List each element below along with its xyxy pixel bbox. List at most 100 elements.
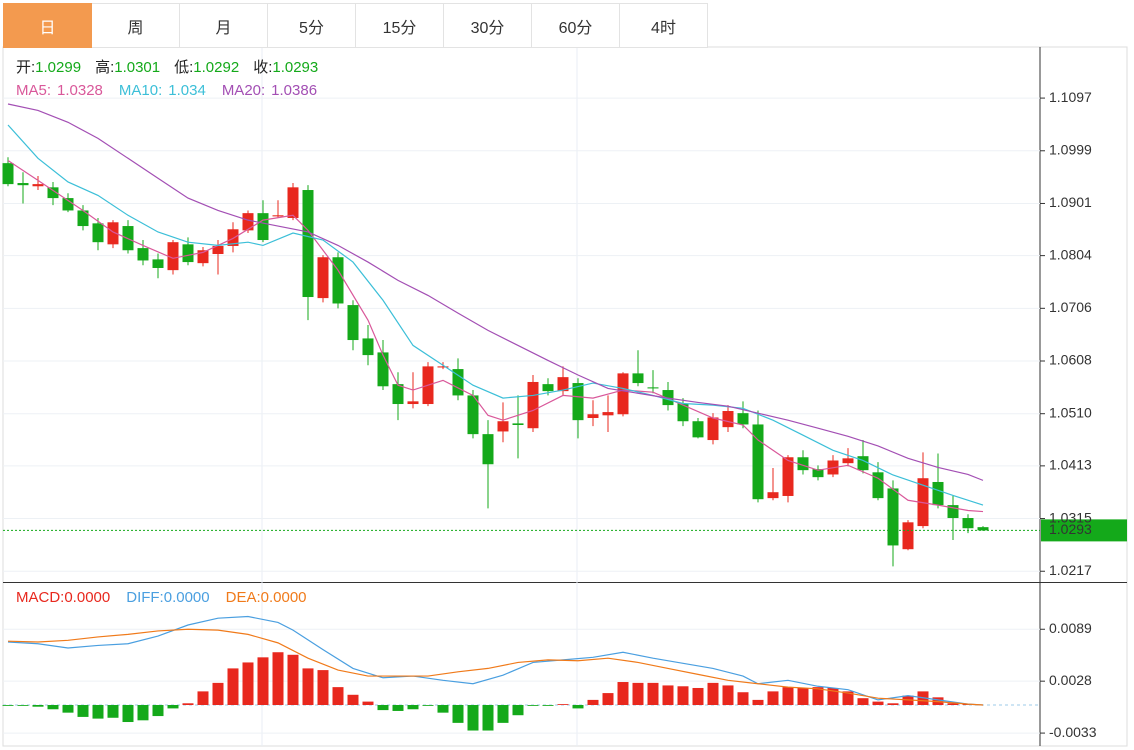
macd-bar bbox=[137, 705, 149, 721]
macd-bar bbox=[422, 705, 434, 706]
legend-label: MA5: bbox=[16, 82, 51, 99]
candle-body bbox=[797, 457, 809, 471]
candle-body bbox=[287, 187, 299, 218]
macd-bar bbox=[887, 703, 899, 705]
macd-bar bbox=[587, 699, 599, 705]
macd-bar bbox=[542, 705, 554, 706]
macd-bar bbox=[842, 691, 854, 705]
y-tick-label: 1.0706 bbox=[1049, 299, 1092, 315]
ma-line bbox=[7, 103, 984, 481]
candle-body bbox=[257, 213, 269, 241]
ma-line bbox=[7, 124, 984, 506]
candle-body bbox=[32, 184, 44, 187]
macd-bar bbox=[692, 687, 704, 705]
candle-body bbox=[977, 527, 989, 531]
period-tab[interactable]: 15分 bbox=[356, 3, 444, 48]
macd-bar bbox=[647, 682, 659, 705]
legend-label: MACD: bbox=[16, 589, 64, 606]
y-tick-label: 1.0413 bbox=[1049, 457, 1092, 473]
y-tick-label: 0.0089 bbox=[1049, 620, 1092, 636]
macd-bar bbox=[797, 687, 809, 705]
period-tab[interactable]: 4时 bbox=[620, 3, 708, 48]
period-tab[interactable]: 周 bbox=[92, 3, 180, 48]
grid bbox=[3, 97, 1045, 734]
last-price-label: 1.0293 bbox=[1049, 521, 1092, 537]
macd-line bbox=[7, 615, 984, 706]
candle-body bbox=[782, 457, 794, 496]
candle-body bbox=[152, 259, 164, 268]
macd-line bbox=[7, 628, 984, 706]
macd-bar bbox=[32, 705, 44, 707]
y-tick-label: 1.0804 bbox=[1049, 246, 1092, 262]
macd-bar bbox=[527, 705, 539, 706]
legend-value: 0.0000 bbox=[164, 589, 210, 606]
candle-body bbox=[482, 434, 494, 465]
macd-bar bbox=[602, 693, 614, 705]
ohlc-value: 1.0292 bbox=[193, 59, 239, 76]
candle-body bbox=[452, 369, 464, 396]
candle-body bbox=[47, 187, 59, 199]
candle-body bbox=[167, 242, 179, 271]
period-tab[interactable]: 30分 bbox=[444, 3, 532, 48]
candle-body bbox=[962, 518, 974, 529]
candle-body bbox=[767, 492, 779, 499]
macd-bar bbox=[62, 705, 74, 713]
candle-body bbox=[647, 387, 659, 389]
macd-bar bbox=[92, 705, 104, 719]
y-tick-label: -0.0033 bbox=[1049, 724, 1097, 740]
macd-bar bbox=[167, 705, 179, 709]
period-tab[interactable]: 60分 bbox=[532, 3, 620, 48]
candle-body bbox=[272, 215, 284, 217]
period-tab[interactable]: 日 bbox=[3, 3, 92, 48]
candle-body bbox=[92, 223, 104, 243]
candle-body bbox=[197, 250, 209, 264]
candle-body bbox=[902, 522, 914, 550]
macd-bar bbox=[47, 705, 59, 710]
y-tick-label: 1.0999 bbox=[1049, 141, 1092, 157]
legend-label: MA10: bbox=[119, 82, 162, 99]
candle-body bbox=[737, 413, 749, 425]
macd-bar bbox=[407, 705, 419, 710]
candle-body bbox=[812, 469, 824, 478]
macd-bar bbox=[737, 692, 749, 705]
macd-bar bbox=[482, 705, 494, 731]
candle-body bbox=[437, 366, 449, 368]
y-tick-label: 1.0608 bbox=[1049, 352, 1092, 368]
period-tab[interactable]: 月 bbox=[180, 3, 268, 48]
macd-bar bbox=[857, 698, 869, 705]
macd-bar bbox=[707, 682, 719, 705]
macd-bar bbox=[347, 694, 359, 705]
candle-body bbox=[887, 488, 899, 546]
candle-body bbox=[407, 401, 419, 405]
macd-bar bbox=[437, 705, 449, 713]
macd-bar bbox=[332, 687, 344, 705]
y-tick-label: 1.0217 bbox=[1049, 562, 1092, 578]
legend-value: 1.034 bbox=[168, 82, 206, 99]
last-price-tag bbox=[1041, 519, 1127, 542]
candle-body bbox=[947, 505, 959, 519]
macd-bar bbox=[122, 705, 134, 723]
candle-body bbox=[857, 456, 869, 471]
ohlc-label: 开: bbox=[16, 59, 35, 76]
candle-body bbox=[392, 384, 404, 405]
y-tick-label: 1.1097 bbox=[1049, 89, 1092, 105]
candle-body bbox=[722, 411, 734, 428]
macd-bar bbox=[722, 685, 734, 705]
macd-bar bbox=[197, 691, 209, 705]
legend-value: 0.0000 bbox=[261, 589, 307, 606]
marks bbox=[2, 103, 1127, 731]
candle-body bbox=[467, 395, 479, 435]
macd-bar bbox=[557, 704, 569, 705]
candle-body bbox=[872, 472, 884, 499]
period-tab[interactable]: 5分 bbox=[268, 3, 356, 48]
candle-body bbox=[62, 198, 74, 211]
candle-body bbox=[77, 210, 89, 227]
macd-bar bbox=[182, 703, 194, 705]
candle-body bbox=[602, 412, 614, 416]
candle-body bbox=[692, 421, 704, 438]
macd-bar bbox=[452, 705, 464, 723]
candle-body bbox=[542, 384, 554, 392]
legend-value: 1.0386 bbox=[271, 82, 317, 99]
